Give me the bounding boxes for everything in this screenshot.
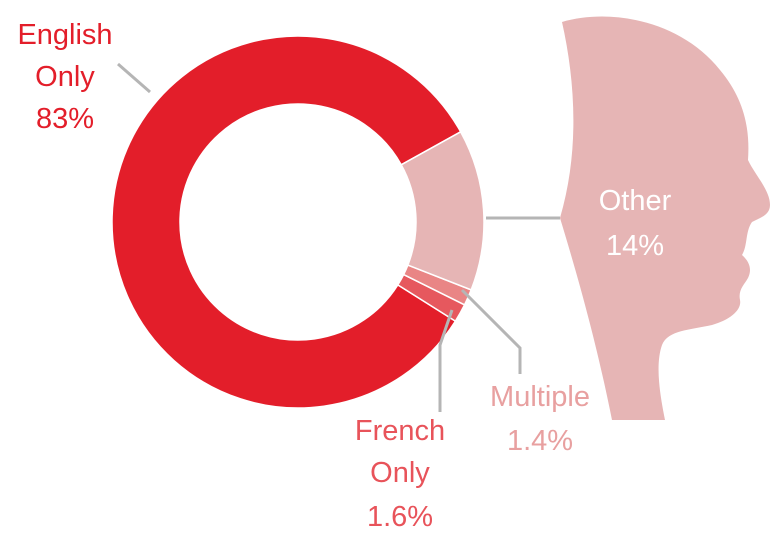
value-label: 1.6% (340, 496, 460, 538)
value-label: 1.4% (465, 420, 615, 462)
value-label: 14% (570, 225, 700, 267)
value-label: 83% (0, 98, 130, 140)
category-label: Multiple (465, 376, 615, 418)
category-label: French Only (340, 410, 460, 494)
leader-line (462, 290, 520, 374)
category-label: Other (570, 180, 700, 222)
category-label: English Only (0, 14, 130, 98)
donut-segment (112, 36, 461, 408)
page: English Only 83% Other 14% Multiple 1.4%… (0, 0, 772, 539)
